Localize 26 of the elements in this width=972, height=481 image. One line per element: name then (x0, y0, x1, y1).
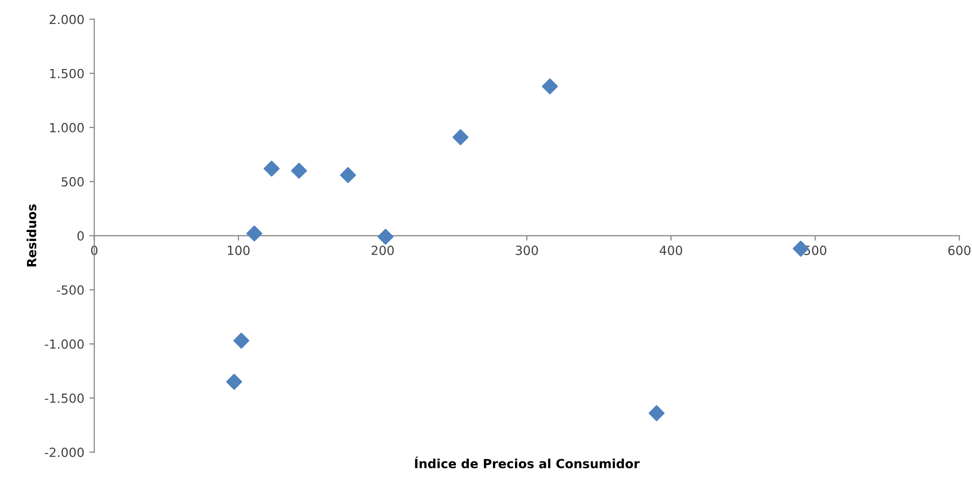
y-tick-label: 1.000 (50, 122, 84, 132)
y-tick-label: 1.500 (50, 68, 84, 78)
y-tick-label: 0 (77, 231, 84, 241)
point (378, 228, 394, 245)
y-tick-label: 2.000 (50, 14, 84, 24)
y-tick-label: -2.000 (44, 448, 84, 458)
x-tick-label: 100 (228, 246, 250, 256)
x-tick-label: 600 (948, 246, 970, 256)
y-tick-label: -1.000 (44, 339, 84, 349)
point (648, 405, 665, 422)
y-tick-label: 500 (62, 177, 84, 187)
y-tick-label: -1.500 (44, 394, 84, 403)
x-tick-label: 300 (516, 246, 538, 256)
x-tick-label: 400 (660, 246, 682, 256)
y-tick-label: -500 (56, 285, 84, 295)
point (246, 226, 262, 242)
point (264, 160, 280, 177)
point (226, 374, 242, 390)
y-axis-title: Residuos (26, 204, 36, 266)
x-tick-label: 200 (372, 246, 394, 256)
point (452, 129, 468, 146)
point (340, 167, 356, 184)
point (291, 162, 307, 179)
point (233, 332, 250, 349)
point (542, 78, 558, 94)
x-axis-title: Índice de Precios al Consumidor (415, 456, 640, 468)
